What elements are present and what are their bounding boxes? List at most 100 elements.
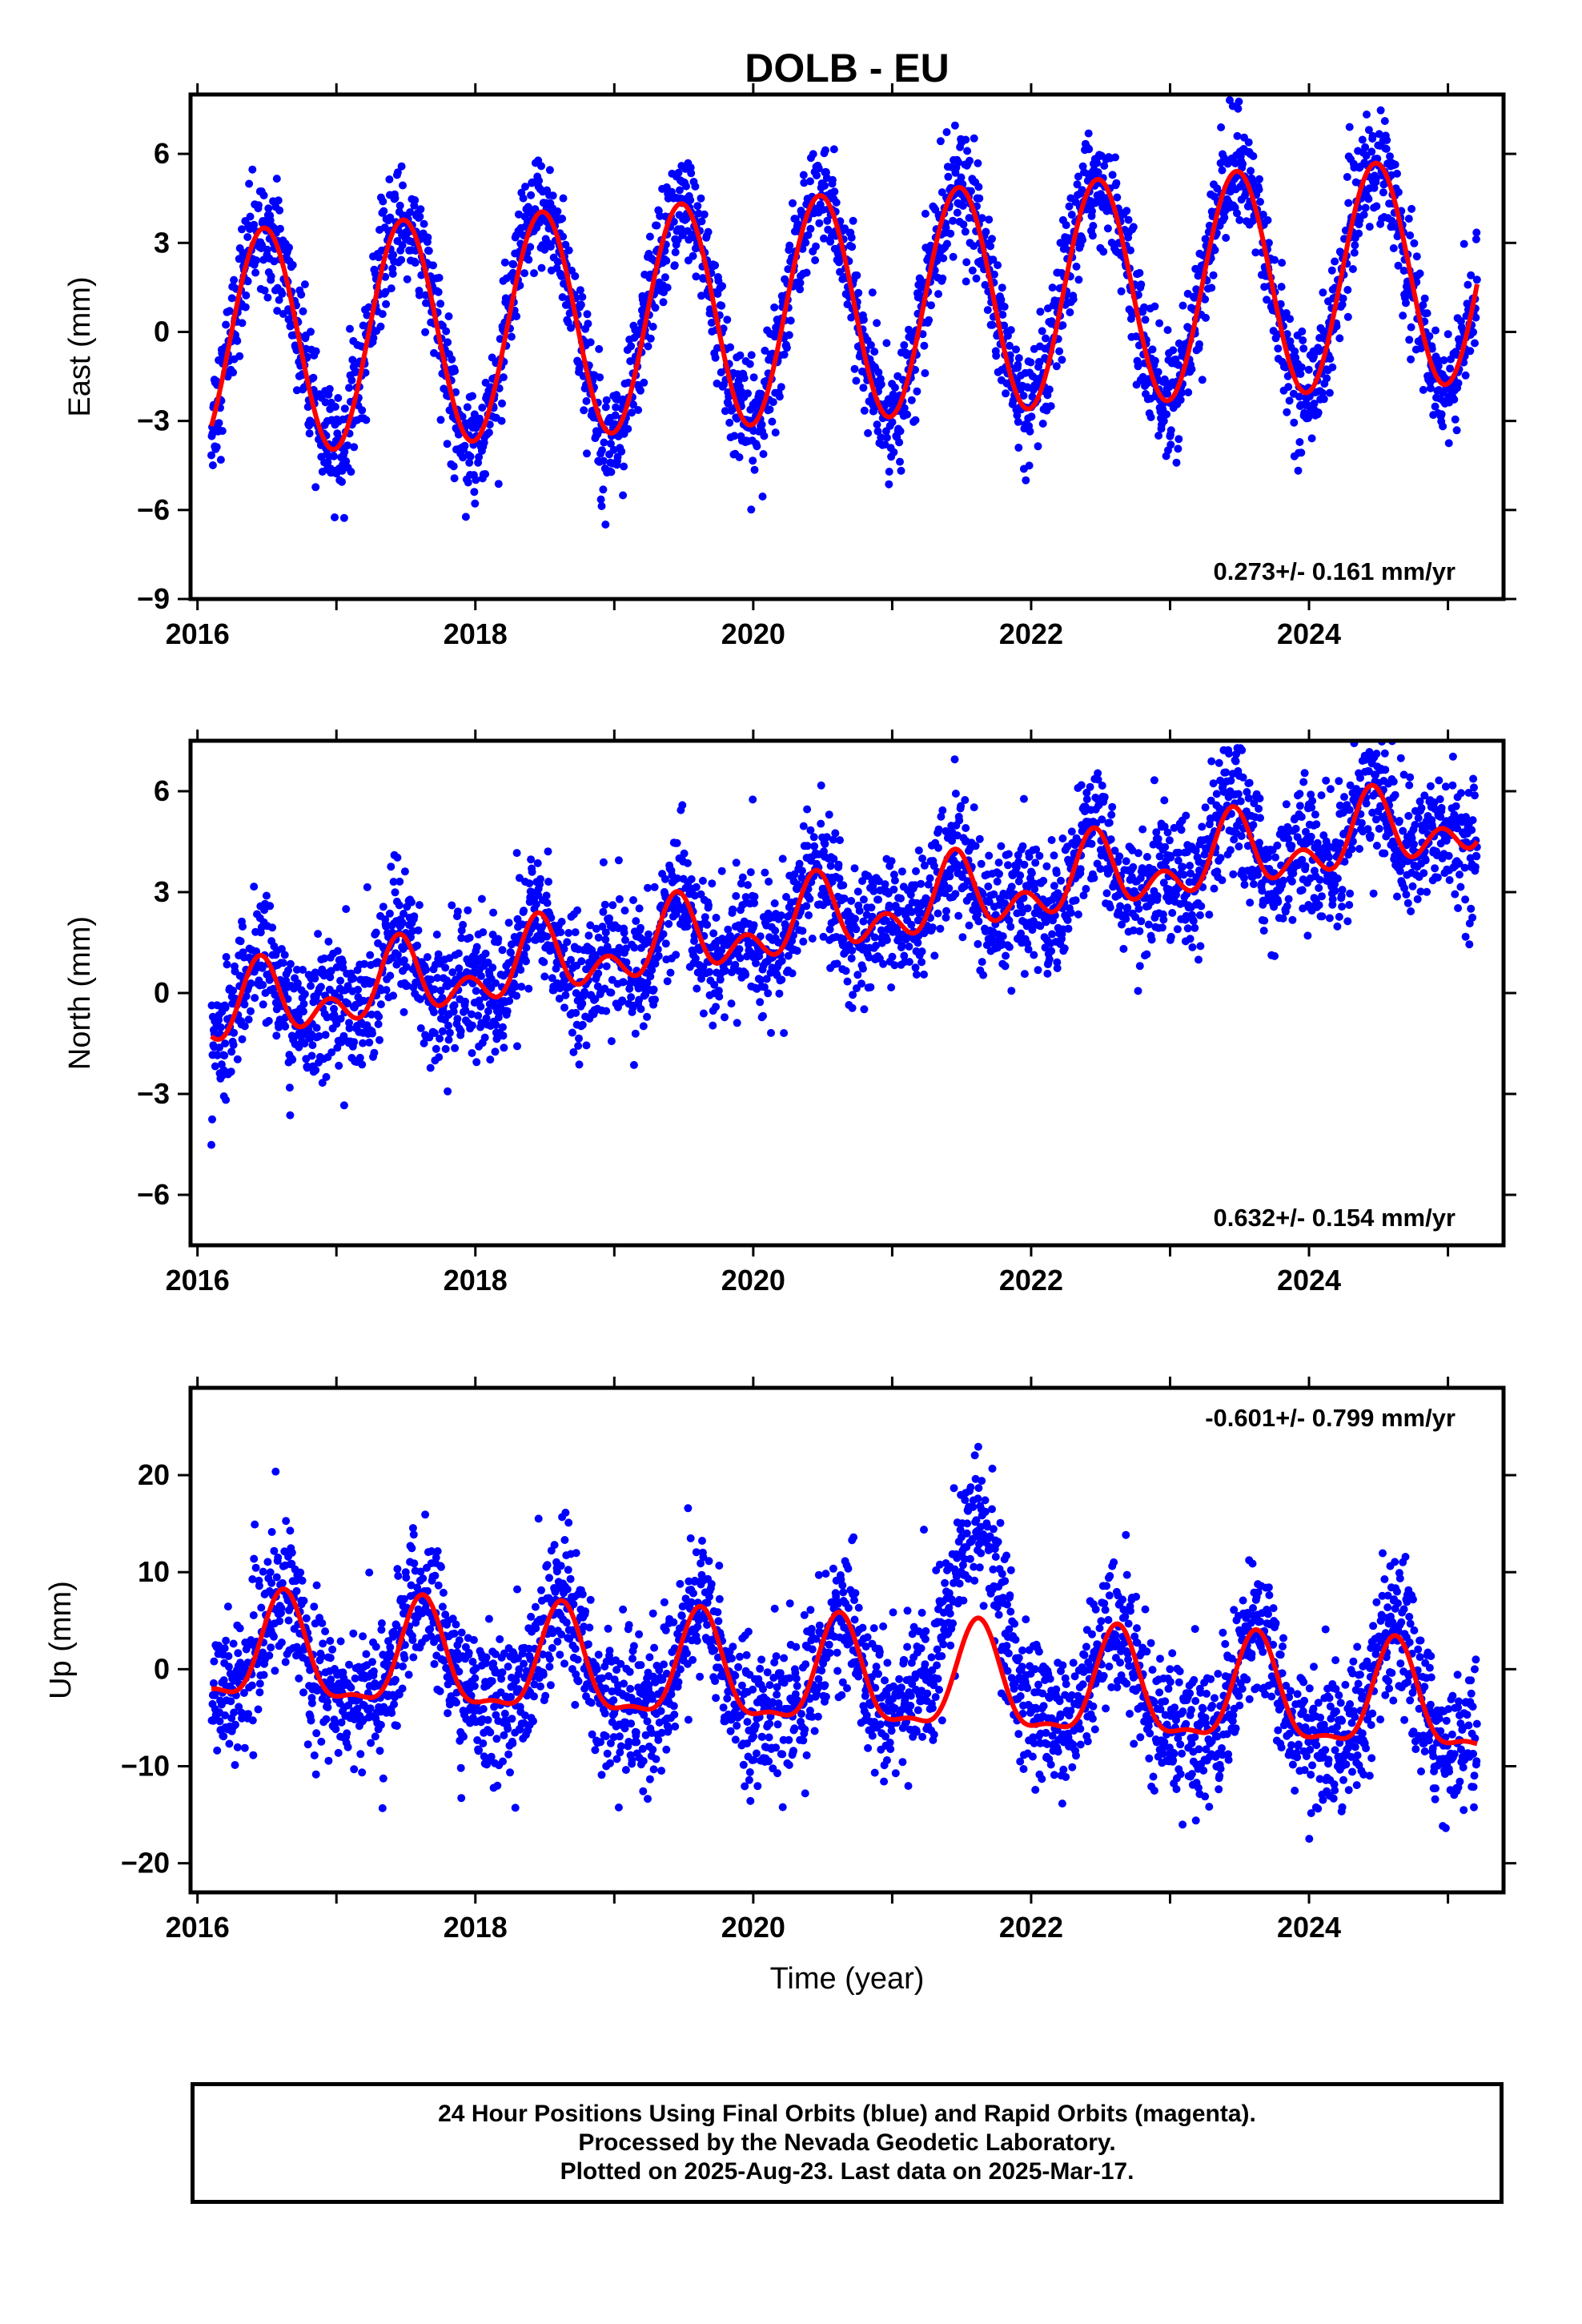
data-point <box>1437 410 1446 419</box>
data-point <box>1004 861 1012 870</box>
data-point <box>823 216 832 225</box>
data-point <box>1364 126 1373 135</box>
data-point <box>277 945 286 953</box>
data-point <box>627 342 636 351</box>
data-point <box>882 433 891 442</box>
data-point <box>747 351 756 360</box>
data-point <box>1344 199 1353 207</box>
data-point <box>350 1038 359 1047</box>
data-point <box>1099 247 1108 256</box>
data-point <box>465 934 474 942</box>
data-point <box>1103 224 1112 233</box>
data-point <box>873 427 882 436</box>
data-point <box>546 243 555 251</box>
data-point <box>276 224 284 233</box>
data-point <box>1002 951 1010 960</box>
data-point <box>331 403 339 411</box>
data-point <box>646 972 655 981</box>
data-point <box>1319 395 1328 404</box>
data-point <box>596 373 604 382</box>
data-point <box>1074 275 1083 284</box>
data-point <box>311 1066 320 1075</box>
data-point <box>543 899 552 907</box>
data-point <box>347 468 355 476</box>
data-point <box>749 921 758 930</box>
data-point <box>1255 185 1263 194</box>
page-title: DOLB - EU <box>745 46 950 90</box>
data-point <box>962 135 970 144</box>
data-point <box>951 790 960 798</box>
data-point <box>927 301 935 310</box>
data-point <box>669 217 678 226</box>
data-point <box>238 225 246 234</box>
data-point <box>624 424 632 433</box>
data-point <box>263 245 271 254</box>
data-point <box>229 1040 238 1049</box>
data-point <box>1383 136 1391 144</box>
data-point <box>726 931 735 940</box>
data-point <box>640 378 648 387</box>
data-point <box>222 1096 231 1104</box>
data-point <box>793 947 801 955</box>
data-point <box>1045 385 1054 394</box>
data-point <box>803 842 812 850</box>
data-point <box>545 166 554 175</box>
data-point <box>812 242 820 251</box>
data-point <box>367 1010 376 1019</box>
data-point <box>398 241 407 250</box>
data-point <box>1195 340 1203 348</box>
data-point <box>998 311 1007 319</box>
data-point <box>1122 207 1131 215</box>
data-point <box>1394 261 1403 270</box>
data-point <box>750 892 759 901</box>
data-point <box>445 1028 454 1037</box>
data-point <box>981 280 990 289</box>
data-point <box>1207 283 1216 292</box>
data-point <box>1402 299 1410 308</box>
data-point <box>275 296 283 304</box>
data-point <box>782 344 791 352</box>
data-point <box>1389 244 1398 252</box>
data-point <box>1259 211 1267 219</box>
data-point <box>749 795 757 804</box>
data-point <box>558 293 567 302</box>
data-point <box>714 987 723 995</box>
data-point <box>264 1016 273 1025</box>
data-point <box>574 1042 583 1050</box>
data-point <box>767 1028 775 1037</box>
data-point <box>370 1048 379 1057</box>
data-point <box>240 1022 249 1031</box>
data-point <box>801 239 810 247</box>
data-point <box>221 1003 230 1012</box>
data-point <box>974 159 982 167</box>
data-point <box>583 310 592 319</box>
data-point <box>828 175 837 184</box>
data-point <box>1286 315 1295 324</box>
data-point <box>905 958 913 967</box>
data-point <box>553 258 562 266</box>
data-point <box>254 201 263 210</box>
data-point <box>877 380 885 388</box>
data-point <box>1065 202 1074 211</box>
data-point <box>1405 336 1414 344</box>
data-point <box>1035 851 1044 860</box>
data-point <box>212 443 221 452</box>
data-point <box>293 979 302 987</box>
data-point <box>741 893 750 902</box>
data-point <box>1469 328 1478 336</box>
data-point <box>594 969 603 978</box>
data-point <box>1014 354 1023 363</box>
data-point <box>235 255 243 263</box>
data-point <box>632 917 640 926</box>
data-point <box>339 1101 348 1110</box>
data-point <box>1361 143 1370 151</box>
data-point <box>943 239 951 248</box>
data-point <box>275 206 284 215</box>
y-tick-label: −6 <box>137 493 170 526</box>
data-point <box>399 181 407 190</box>
data-point <box>1025 853 1034 861</box>
data-point <box>959 220 968 229</box>
data-point <box>595 344 604 353</box>
data-point <box>1464 280 1472 289</box>
data-point <box>229 368 238 377</box>
